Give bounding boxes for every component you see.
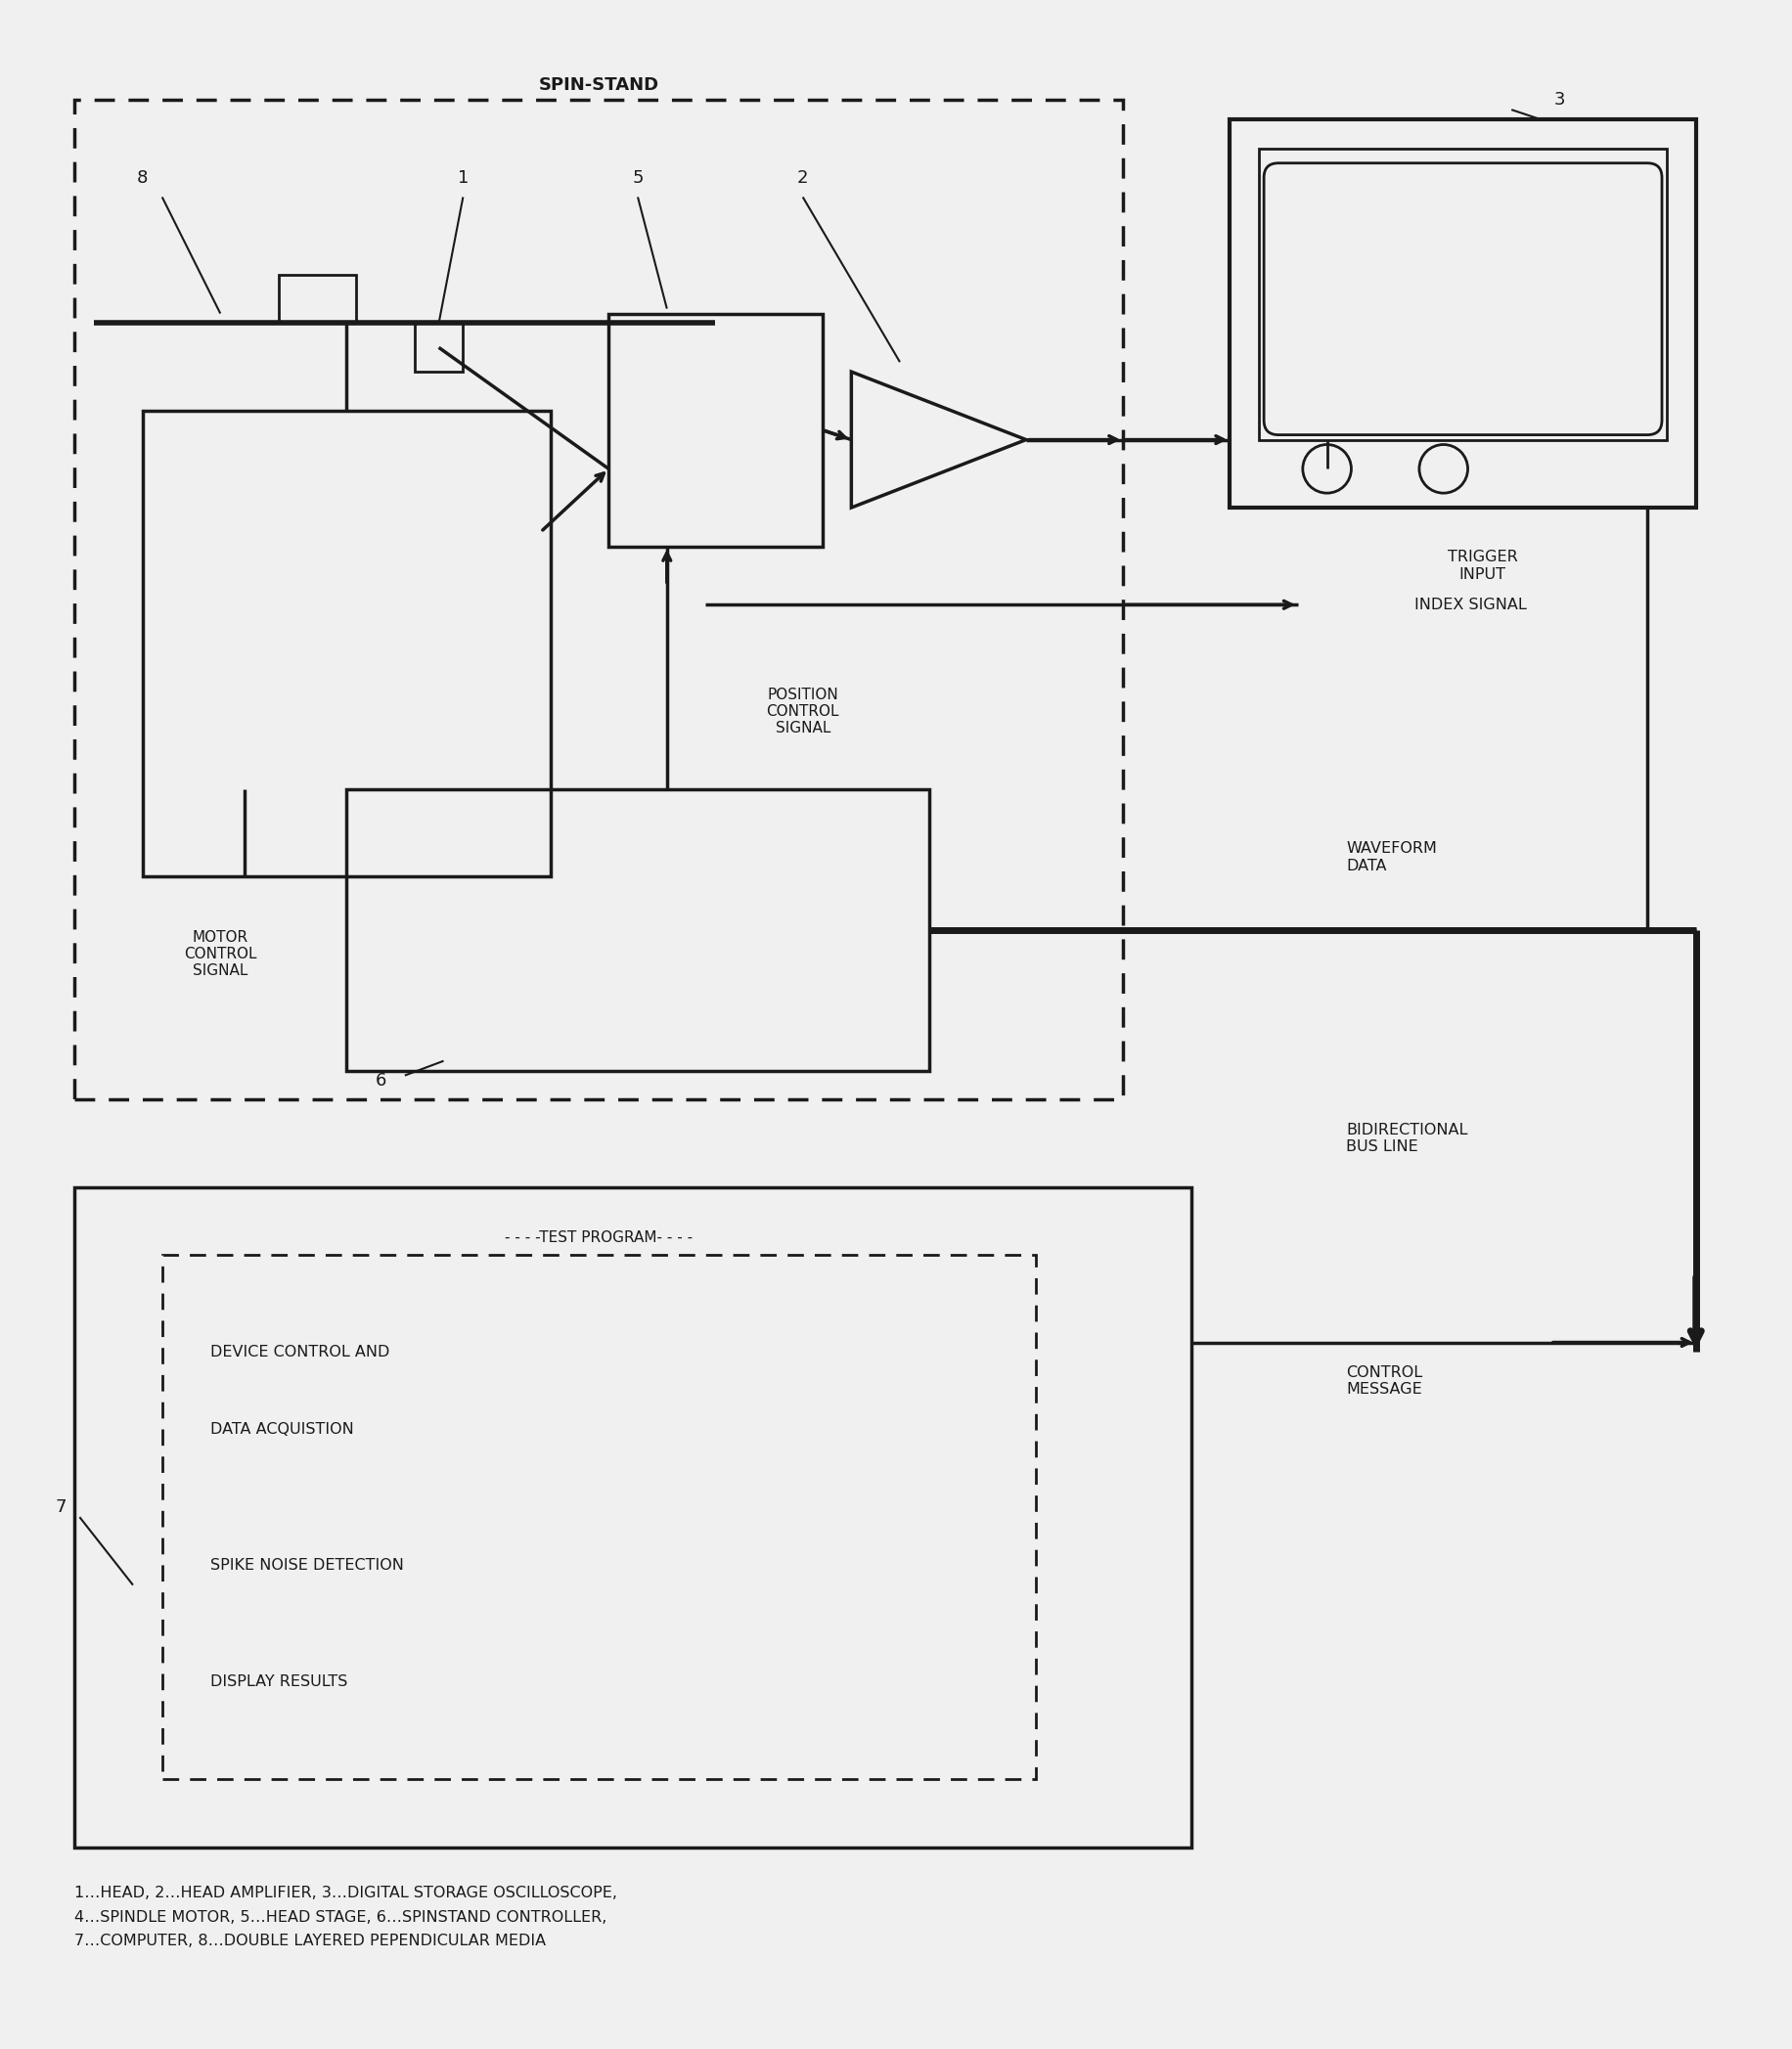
- Text: SPIN-STAND: SPIN-STAND: [539, 76, 659, 94]
- Text: 6: 6: [376, 1072, 387, 1090]
- Bar: [161, 1256, 1036, 1779]
- Text: BIDIRECTIONAL
BUS LINE: BIDIRECTIONAL BUS LINE: [1346, 1123, 1468, 1154]
- Text: 1: 1: [457, 168, 470, 186]
- Text: 7: 7: [56, 1498, 66, 1516]
- Text: 5: 5: [633, 168, 643, 186]
- Bar: [414, 324, 462, 371]
- Text: SPIKE NOISE DETECTION: SPIKE NOISE DETECTION: [211, 1559, 405, 1574]
- Text: 2: 2: [797, 168, 808, 186]
- Text: MOTOR
CONTROL
SIGNAL: MOTOR CONTROL SIGNAL: [185, 930, 256, 979]
- Text: 1…HEAD, 2…HEAD AMPLIFIER, 3…DIGITAL STORAGE OSCILLOSCOPE,
4…SPINDLE MOTOR, 5…HEA: 1…HEAD, 2…HEAD AMPLIFIER, 3…DIGITAL STOR…: [75, 1885, 618, 1949]
- Bar: [143, 410, 550, 877]
- Bar: [1260, 148, 1667, 441]
- Text: WAVEFORM
DATA: WAVEFORM DATA: [1346, 842, 1437, 873]
- Bar: [75, 1186, 1192, 1846]
- Bar: [1229, 119, 1695, 508]
- Text: DATA ACQUISTION: DATA ACQUISTION: [211, 1422, 355, 1436]
- Text: CONTROL
MESSAGE: CONTROL MESSAGE: [1346, 1365, 1423, 1397]
- Text: TRIGGER
INPUT: TRIGGER INPUT: [1448, 549, 1518, 582]
- Text: 3: 3: [1554, 90, 1566, 109]
- Text: INDEX SIGNAL: INDEX SIGNAL: [1414, 598, 1527, 613]
- Bar: [278, 275, 357, 324]
- Text: DISPLAY RESULTS: DISPLAY RESULTS: [211, 1674, 348, 1690]
- Bar: [75, 100, 1124, 1100]
- Text: DEVICE CONTROL AND: DEVICE CONTROL AND: [211, 1344, 391, 1358]
- Bar: [346, 789, 928, 1072]
- Text: - - - -TEST PROGRAM- - - -: - - - -TEST PROGRAM- - - -: [505, 1231, 694, 1246]
- Text: POSITION
CONTROL
SIGNAL: POSITION CONTROL SIGNAL: [767, 686, 839, 736]
- Bar: [609, 313, 823, 547]
- Text: 8: 8: [138, 168, 149, 186]
